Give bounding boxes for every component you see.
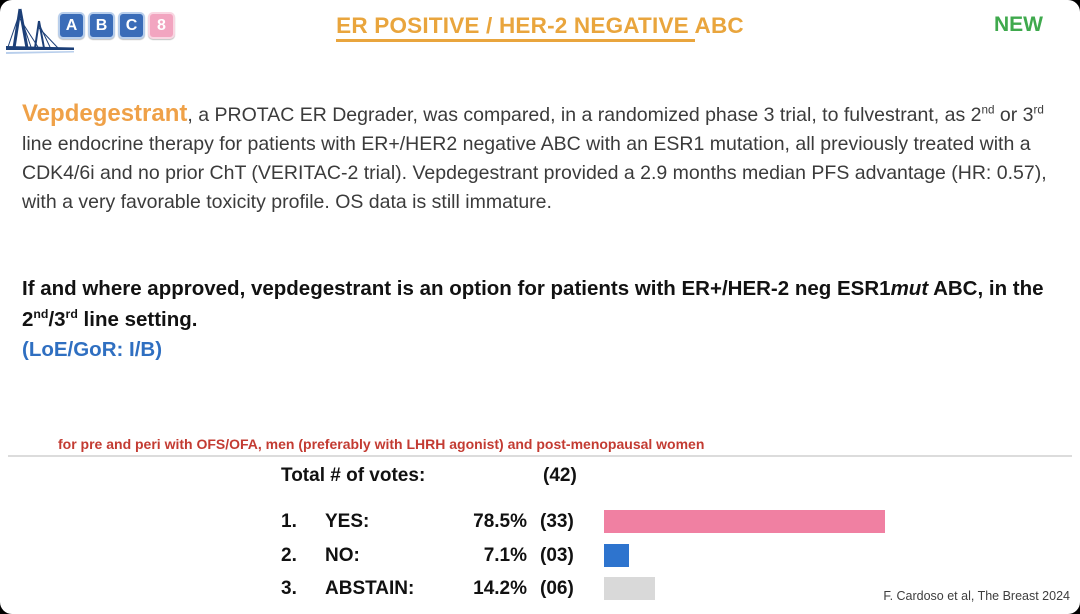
vote-row-number: 1. <box>281 511 297 532</box>
abc8-letter-blocks: A B C 8 <box>58 12 175 39</box>
divider-line <box>8 455 1072 457</box>
logo-block-8: 8 <box>148 12 175 39</box>
logo-block-c: C <box>118 12 145 39</box>
vote-row-no: 2. NO: 7.1% (03) <box>0 544 1080 567</box>
title-rest: ABC <box>694 13 744 38</box>
title-underlined-part: ER POSITIVE / HER-2 NEGATIVE <box>336 13 695 42</box>
drug-name: Vepdegestrant <box>22 100 188 127</box>
loe-gor-label: (LoE/GoR: I/B) <box>22 338 163 361</box>
population-note: for pre and peri with OFS/OFA, men (pref… <box>58 436 705 452</box>
recommendation-text: If and where approved, vepdegestrant is … <box>22 277 1044 331</box>
vote-row-yes: 1. YES: 78.5% (33) <box>0 510 1080 533</box>
vote-bar-abstain <box>604 577 655 600</box>
vote-row-number: 3. <box>281 578 297 599</box>
vote-row-percent: 78.5% <box>473 511 527 532</box>
vote-row-count: (03) <box>540 545 574 566</box>
new-badge: NEW <box>994 13 1043 36</box>
total-votes-row: Total # of votes: (42) <box>0 464 1080 487</box>
vote-row-count: (06) <box>540 578 574 599</box>
summary-text: , a PROTAC ER Degrader, was compared, in… <box>22 103 1047 213</box>
vote-row-percent: 7.1% <box>483 545 527 566</box>
vote-row-number: 2. <box>281 545 297 566</box>
bridge-icon <box>6 8 74 54</box>
vote-row-label: YES: <box>325 511 370 532</box>
citation: F. Cardoso et al, The Breast 2024 <box>883 589 1070 603</box>
recommendation-block: If and where approved, vepdegestrant is … <box>22 274 1068 366</box>
vote-bar-yes <box>604 510 885 533</box>
vote-row-label: ABSTAIN: <box>325 578 415 599</box>
vote-row-count: (33) <box>540 511 574 532</box>
abc8-logo: A B C 8 <box>6 4 176 58</box>
summary-paragraph: Vepdegestrant, a PROTAC ER Degrader, was… <box>22 99 1063 217</box>
logo-block-b: B <box>88 12 115 39</box>
vote-bar-no <box>604 544 629 567</box>
page-title: ER POSITIVE / HER-2 NEGATIVE ABC <box>0 13 1080 42</box>
vote-row-label: NO: <box>325 545 360 566</box>
vote-row-abstain: 3. ABSTAIN: 14.2% (06) <box>0 577 1080 600</box>
vote-row-percent: 14.2% <box>473 578 527 599</box>
total-votes-value: (42) <box>543 465 577 486</box>
total-votes-label: Total # of votes: <box>281 465 426 486</box>
logo-block-a: A <box>58 12 85 39</box>
